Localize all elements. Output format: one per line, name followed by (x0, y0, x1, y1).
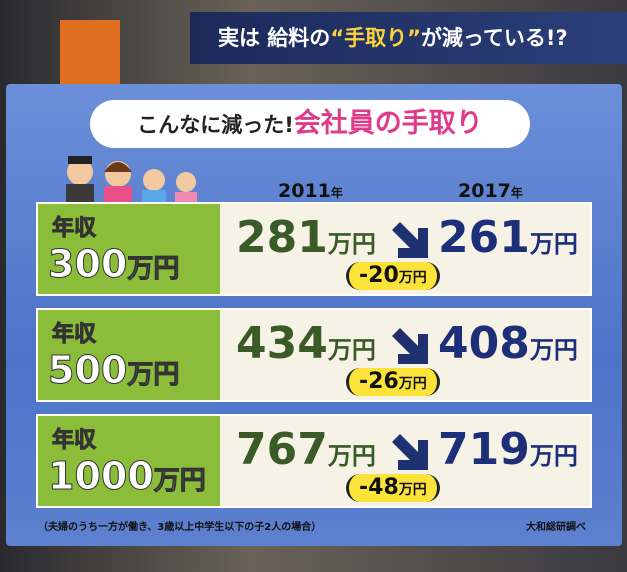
income-value: 1000 (48, 454, 155, 499)
column-header: 2011年 (278, 180, 343, 202)
value: 408 (438, 318, 530, 369)
diff-value: -26 (359, 369, 399, 394)
arrow-icon (392, 328, 428, 364)
value: 767 (236, 424, 328, 475)
value: 261 (438, 212, 530, 263)
income-label: 年収 (51, 428, 97, 454)
title-lead: こんなに減った! (137, 113, 294, 137)
income-value: 500 (47, 348, 128, 393)
unit: 万円 (529, 336, 578, 364)
header: 実は 給料の“手取り”が減っている!? (190, 12, 627, 64)
diff-value: -48 (359, 475, 399, 500)
row: 年収 500万円 434万円 408万円 -26万円 (36, 308, 592, 402)
unit: 万円 (398, 482, 427, 498)
source: 大和総研調べ (526, 522, 586, 533)
value: 719 (438, 424, 530, 475)
year: 2017 (458, 180, 511, 202)
year: 2011 (278, 180, 331, 202)
income: 500万円 (47, 348, 180, 393)
title-main: 会社員の手取り (293, 108, 483, 139)
after-value: 719万円 (438, 424, 578, 475)
difference: -48万円 (346, 474, 440, 502)
income-value: 300 (47, 242, 128, 287)
value: 281 (236, 212, 328, 263)
footnote: （夫婦のうち一方が働き、3歳以上中学生以下の子2人の場合） (38, 522, 322, 533)
unit: 万円 (398, 270, 427, 286)
unit: 万円 (153, 466, 206, 497)
unit: 万円 (398, 376, 427, 392)
income-cell: 年収 1000万円 (38, 416, 220, 506)
income: 300万円 (47, 242, 180, 287)
before-value: 767万円 (236, 424, 376, 475)
year-suffix: 年 (330, 186, 343, 200)
arrow-icon (392, 434, 428, 470)
family-icon (66, 156, 197, 206)
after-value: 261万円 (438, 212, 578, 263)
difference: -20万円 (346, 262, 440, 290)
row: 年収 300万円 281万円 261万円 -20万円 (36, 202, 592, 296)
year-suffix: 年 (510, 186, 523, 200)
income-cell: 年収 300万円 (38, 204, 220, 294)
unit: 万円 (327, 230, 376, 258)
unit: 万円 (529, 230, 578, 258)
value: 434 (236, 318, 328, 369)
before-value: 434万円 (236, 318, 376, 369)
after-value: 408万円 (438, 318, 578, 369)
income-cell: 年収 500万円 (38, 310, 220, 400)
arrow-icon (392, 222, 428, 258)
unit: 万円 (529, 442, 578, 470)
header-text: が減っている!? (420, 26, 568, 50)
backdrop (60, 20, 120, 90)
difference: -26万円 (346, 368, 440, 396)
income-label: 年収 (51, 322, 97, 348)
header-text: 実は 給料の (218, 26, 331, 50)
unit: 万円 (327, 336, 376, 364)
header-highlight: “手取り” (330, 26, 421, 50)
unit: 万円 (327, 442, 376, 470)
column-header: 2017年 (458, 180, 523, 202)
board: こんなに減った!会社員の手取り 2011年 2017年 （夫婦のうち一方が働き、… (6, 84, 622, 546)
diff-value: -20 (359, 263, 399, 288)
title: こんなに減った!会社員の手取り (90, 100, 530, 148)
unit: 万円 (127, 254, 180, 285)
unit: 万円 (127, 360, 180, 391)
income: 1000万円 (48, 454, 207, 499)
income-label: 年収 (51, 216, 97, 242)
row: 年収 1000万円 767万円 719万円 -48万円 (36, 414, 592, 508)
before-value: 281万円 (236, 212, 376, 263)
